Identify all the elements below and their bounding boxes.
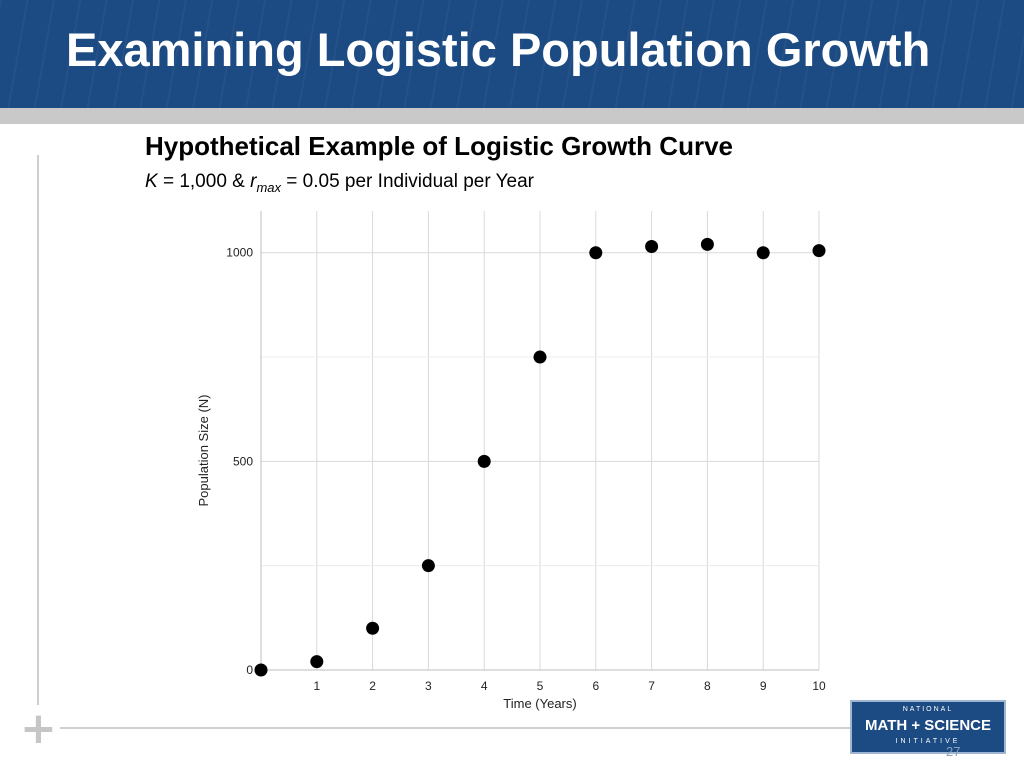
x-axis-label: Time (Years) (503, 696, 576, 711)
x-tick-label: 8 (704, 679, 711, 693)
y-axis-label: Population Size (N) (196, 395, 211, 507)
nmsi-logo: NATIONAL MATH + SCIENCE INITIATIVE (850, 700, 1006, 754)
data-point (700, 237, 714, 251)
r-value: = 0.05 per Individual per Year (281, 171, 535, 192)
chart-title: Hypothetical Example of Logistic Growth … (145, 131, 733, 161)
x-tick-label: 10 (812, 679, 826, 693)
x-tick-label: 9 (760, 679, 767, 693)
chart-subtitle: K = 1,000 & rmax = 0.05 per Individual p… (145, 171, 534, 195)
x-tick-label: 4 (481, 679, 488, 693)
y-tick-label: 1000 (226, 246, 253, 260)
logo-top-text: NATIONAL (902, 706, 954, 713)
grid (261, 211, 820, 671)
k-value: = 1,000 & (157, 171, 251, 192)
logo-main-text: MATH + SCIENCE (865, 717, 991, 734)
data-point (421, 559, 435, 573)
x-tick-label: 2 (369, 679, 376, 693)
bottom-rule (60, 727, 850, 729)
r-subscript: max (256, 179, 282, 195)
data-points (254, 237, 826, 677)
plus-icon: + (20, 703, 57, 754)
data-point (812, 244, 826, 258)
x-tick-label: 3 (425, 679, 432, 693)
slide-title: Examining Logistic Population Growth (66, 23, 931, 76)
data-point (533, 350, 547, 364)
data-point (645, 239, 659, 253)
data-point (366, 621, 380, 635)
title-bar: Examining Logistic Population Growth (0, 0, 1024, 108)
y-tick-label: 500 (233, 454, 253, 468)
r-symbol: r (250, 171, 257, 192)
data-point (756, 246, 770, 260)
left-rule (37, 155, 39, 705)
axes (260, 211, 819, 671)
data-point (254, 663, 268, 677)
logo-bottom-text: INITIATIVE (895, 738, 961, 745)
k-symbol: K (145, 171, 158, 192)
y-tick-label: 0 (246, 663, 253, 677)
tick-labels: 1 2 3 4 5 6 7 8 9 10 0 500 1000 (226, 246, 826, 693)
divider-bar (0, 108, 1024, 124)
x-tick-label: 1 (313, 679, 320, 693)
x-tick-label: 7 (648, 679, 655, 693)
x-tick-label: 6 (592, 679, 599, 693)
data-point (310, 655, 324, 669)
slide-number: 27 (946, 744, 961, 759)
data-point (477, 454, 491, 468)
data-point (589, 246, 603, 260)
x-tick-label: 5 (537, 679, 544, 693)
